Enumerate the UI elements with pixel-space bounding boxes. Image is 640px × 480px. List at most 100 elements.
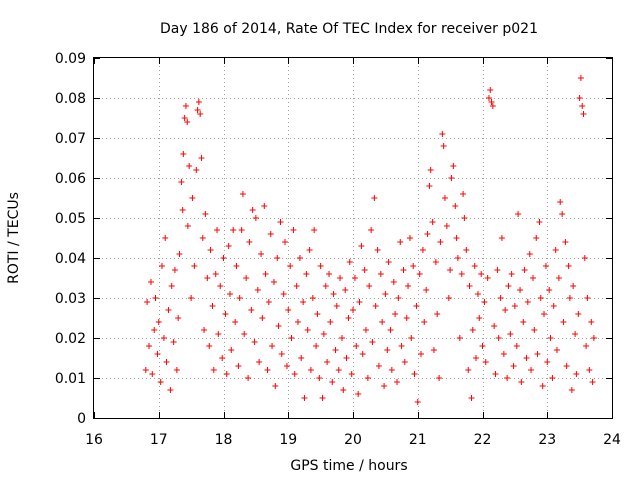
x-tick-label: 22 xyxy=(474,432,492,448)
data-point xyxy=(239,191,246,197)
data-point xyxy=(293,283,300,289)
data-point xyxy=(539,383,546,389)
data-point xyxy=(374,247,381,253)
data-point xyxy=(552,247,559,253)
data-point xyxy=(307,367,314,373)
data-point xyxy=(481,299,488,305)
data-point xyxy=(471,263,478,269)
data-point xyxy=(450,163,457,169)
data-point xyxy=(441,195,448,201)
data-point xyxy=(388,367,395,373)
data-point xyxy=(142,367,149,373)
data-point xyxy=(277,219,284,225)
data-point xyxy=(542,263,549,269)
data-point xyxy=(362,327,369,333)
x-tick-label: 21 xyxy=(409,432,427,448)
data-point xyxy=(198,155,205,161)
data-point xyxy=(436,375,443,381)
data-point xyxy=(507,331,514,337)
data-point xyxy=(448,175,455,181)
data-point xyxy=(387,327,394,333)
data-point xyxy=(463,247,470,253)
data-point xyxy=(241,331,248,337)
data-point xyxy=(377,271,384,277)
data-point xyxy=(381,383,388,389)
data-point xyxy=(313,343,320,349)
data-point xyxy=(372,303,379,309)
data-point xyxy=(557,199,564,205)
data-point xyxy=(254,287,261,293)
data-point xyxy=(223,371,230,377)
data-point xyxy=(421,319,428,325)
data-point xyxy=(251,339,258,345)
data-point xyxy=(488,99,495,105)
data-point xyxy=(220,255,227,261)
data-point xyxy=(261,203,268,209)
data-point xyxy=(322,283,329,289)
data-point xyxy=(309,295,316,301)
data-point xyxy=(469,327,476,333)
chart-title: Day 186 of 2014, Rate Of TEC Index for r… xyxy=(160,21,538,37)
data-point xyxy=(283,363,290,369)
data-point xyxy=(337,275,344,281)
data-point xyxy=(194,107,201,113)
data-point xyxy=(400,267,407,273)
data-point xyxy=(282,239,289,245)
data-point xyxy=(495,335,502,341)
data-point xyxy=(326,271,333,277)
data-point xyxy=(497,295,504,301)
data-point xyxy=(460,191,467,197)
data-point xyxy=(222,311,229,317)
data-point xyxy=(348,371,355,377)
data-point xyxy=(175,315,182,321)
data-point xyxy=(541,311,548,317)
data-point xyxy=(368,227,375,233)
data-point xyxy=(332,347,339,353)
data-point xyxy=(454,255,461,261)
data-point xyxy=(188,295,195,301)
data-point xyxy=(392,311,399,317)
data-point xyxy=(566,295,573,301)
data-point xyxy=(536,219,543,225)
data-point xyxy=(243,275,250,281)
data-point xyxy=(589,379,596,385)
data-point xyxy=(214,227,221,233)
data-point xyxy=(340,387,347,393)
grid-lines xyxy=(94,58,612,418)
data-point xyxy=(397,239,404,245)
data-point xyxy=(504,375,511,381)
data-point xyxy=(584,295,591,301)
data-point xyxy=(149,371,156,377)
data-point xyxy=(401,359,408,365)
data-point xyxy=(233,263,240,269)
data-point xyxy=(320,331,327,337)
data-point xyxy=(405,283,412,289)
data-point xyxy=(555,275,562,281)
data-point xyxy=(202,211,209,217)
data-point xyxy=(423,287,430,293)
data-point xyxy=(274,255,281,261)
data-point xyxy=(416,271,423,277)
data-point xyxy=(160,335,167,341)
data-point xyxy=(235,363,242,369)
data-point xyxy=(207,247,214,253)
data-point xyxy=(195,99,202,105)
data-point xyxy=(482,359,489,365)
x-tick-label: 23 xyxy=(538,432,556,448)
data-point xyxy=(559,211,566,217)
y-tick-label: 0.08 xyxy=(55,91,86,107)
data-point xyxy=(209,303,216,309)
data-point xyxy=(579,103,586,109)
data-point xyxy=(528,367,535,373)
data-point xyxy=(359,351,366,357)
y-axis-label: ROTI / TECUs xyxy=(6,192,22,284)
data-point xyxy=(531,327,538,333)
data-point xyxy=(197,111,204,117)
data-point xyxy=(189,195,196,201)
data-point xyxy=(447,267,454,273)
data-point xyxy=(154,351,161,357)
data-point xyxy=(330,291,337,297)
data-point xyxy=(489,103,496,109)
data-point xyxy=(572,331,579,337)
data-point xyxy=(570,283,577,289)
